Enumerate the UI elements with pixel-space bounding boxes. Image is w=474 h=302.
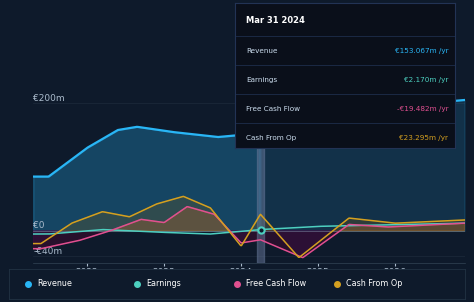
Text: Earnings: Earnings [146, 279, 181, 288]
Text: Revenue: Revenue [246, 48, 277, 54]
Text: €0: €0 [33, 220, 45, 230]
Text: €2.170m /yr: €2.170m /yr [404, 77, 448, 83]
Text: Mar 31 2024: Mar 31 2024 [246, 16, 305, 25]
Text: €153.067m /yr: €153.067m /yr [395, 48, 448, 54]
Text: Cash From Op: Cash From Op [346, 279, 402, 288]
Text: €23.295m /yr: €23.295m /yr [400, 135, 448, 141]
Text: -€40m: -€40m [33, 247, 62, 256]
Text: Free Cash Flow: Free Cash Flow [246, 106, 300, 112]
Bar [256, 94, 264, 263]
Text: Free Cash Flow: Free Cash Flow [246, 279, 306, 288]
Text: Cash From Op: Cash From Op [246, 135, 296, 141]
Text: Analysts Forecasts: Analysts Forecasts [266, 110, 351, 119]
Text: -€19.482m /yr: -€19.482m /yr [397, 106, 448, 112]
Text: €200m: €200m [33, 94, 65, 103]
Text: Revenue: Revenue [37, 279, 72, 288]
Text: Past: Past [235, 110, 254, 119]
Text: Earnings: Earnings [246, 77, 277, 83]
